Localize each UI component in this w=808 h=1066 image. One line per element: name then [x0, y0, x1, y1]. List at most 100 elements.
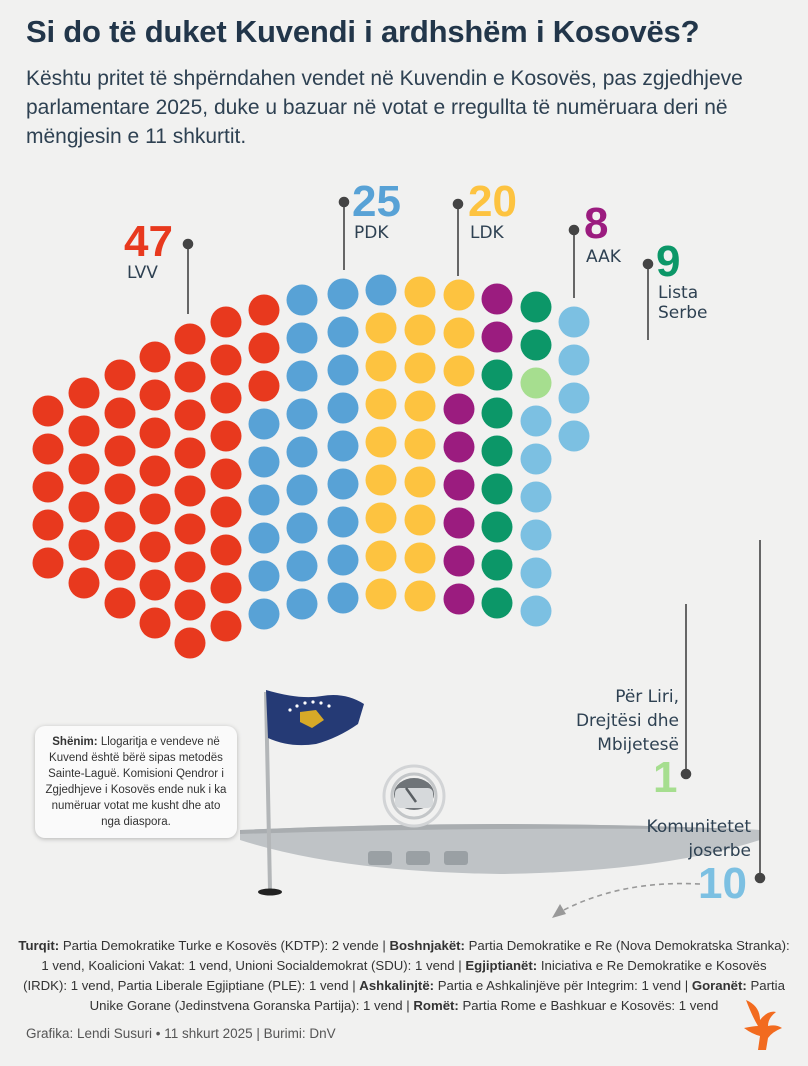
seat-ldk — [443, 317, 475, 349]
fn-ashkalinjte-label: Ashkalinjtë: — [359, 978, 435, 993]
label-lvv-seats: 47 — [124, 217, 173, 266]
seat-lvv — [68, 567, 100, 599]
seat-lvv — [210, 458, 242, 490]
seat-lvv — [210, 382, 242, 414]
seat-ldk — [365, 426, 397, 458]
fn-boshnjaket-text: Partia Demokratike e Re (Nova Demokratsk… — [41, 938, 790, 973]
seat-lvv — [139, 607, 171, 639]
arrow-head-icon — [552, 904, 566, 918]
seat-ldk — [404, 580, 436, 612]
seat-pdk — [248, 484, 280, 516]
seat-lvv — [210, 420, 242, 452]
seat-lvv — [174, 399, 206, 431]
fn-romet-label: Romët: — [413, 998, 459, 1013]
seat-lvv — [139, 569, 171, 601]
seat-lvv — [68, 491, 100, 523]
seat-pdk — [327, 544, 359, 576]
seat-komunitetet-joserbe — [520, 519, 552, 551]
seat-aak — [443, 469, 475, 501]
seat-lvv — [248, 332, 280, 364]
fn-ashkalinjte-text: Partia e Ashkalinjëve për Integrim: 1 ve… — [434, 978, 692, 993]
seat-ldk — [365, 350, 397, 382]
seat-lvv — [174, 361, 206, 393]
seat-aak — [481, 321, 513, 353]
seat-lvv — [139, 493, 171, 525]
seat-ldk — [404, 428, 436, 460]
seat-lvv — [210, 306, 242, 338]
fn-goranet-text: Partia Unike Gorane (Jedinstvena Goransk… — [89, 978, 785, 1013]
seat-pdk — [286, 550, 318, 582]
seat-ldk — [443, 279, 475, 311]
seat-ldk — [404, 314, 436, 346]
seat-pdk — [327, 582, 359, 614]
fn-turqit-label: Turqit: — [18, 938, 60, 953]
note-text: Llogaritja e vendeve në Kuvend është bër… — [45, 736, 227, 828]
seat-lvv — [139, 341, 171, 373]
note-bold: Shënim: — [52, 736, 98, 748]
seat-pdk — [248, 408, 280, 440]
fn-turqit-text: Partia Demokratike Turke e Kosovës (KDTP… — [59, 938, 390, 953]
seat-ldk — [365, 312, 397, 344]
seat-lvv — [248, 294, 280, 326]
seat-pdk — [286, 398, 318, 430]
seat-aak — [443, 393, 475, 425]
seat-lista-serbe — [481, 511, 513, 543]
seat-ldk — [404, 352, 436, 384]
label-ls-name-1: Lista — [658, 283, 698, 303]
method-note-box: Shënim: Llogaritja e vendeve në Kuvend ë… — [35, 726, 237, 838]
seat-lista-serbe — [481, 473, 513, 505]
seat-lvv — [174, 551, 206, 583]
seat-ldk — [365, 578, 397, 610]
seat-lvv — [139, 379, 171, 411]
seat-ldk — [365, 464, 397, 496]
seat-pdk — [248, 522, 280, 554]
label-aak-seats: 8 — [584, 199, 608, 248]
seat-lvv — [104, 549, 136, 581]
seat-pdk — [327, 392, 359, 424]
seat-lvv — [32, 395, 64, 427]
label-pdk-seats: 25 — [352, 177, 401, 226]
parliament-chart: 47 LVV 25 PDK 20 LDK 8 AAK 9 Lista Serbe… — [32, 177, 766, 918]
seat-pdk — [286, 322, 318, 354]
seat-lista-serbe — [481, 435, 513, 467]
seat-lvv — [104, 587, 136, 619]
seat-pdk — [327, 316, 359, 348]
seat-lvv — [174, 437, 206, 469]
seat-lvv — [139, 455, 171, 487]
label-kj-seats: 10 — [698, 859, 747, 908]
seat-lvv — [174, 627, 206, 659]
fn-romet-text: Partia Rome e Bashkuar e Kosovës: 1 vend — [458, 998, 719, 1013]
seat-lvv — [210, 610, 242, 642]
seat-komunitetet-joserbe — [520, 557, 552, 589]
label-pld-name-1: Për Liri, — [615, 687, 679, 707]
seat-pdk — [327, 468, 359, 500]
label-ls-seats: 9 — [656, 237, 680, 286]
seat-lvv — [210, 344, 242, 376]
seat-ldk — [365, 540, 397, 572]
label-aak-name: AAK — [586, 247, 622, 267]
seat-pdk — [327, 278, 359, 310]
dashed-arrow — [559, 882, 701, 913]
seat-lvv — [139, 531, 171, 563]
label-lvv-name: LVV — [127, 263, 158, 283]
seat-lvv — [139, 417, 171, 449]
seat-lvv — [104, 435, 136, 467]
seat-komunitetet-joserbe — [558, 382, 590, 414]
seat-pdk — [327, 506, 359, 538]
kosovo-flag — [258, 690, 364, 896]
seat-ldk — [404, 276, 436, 308]
seat-komunitetet-joserbe — [520, 405, 552, 437]
seat-lvv — [210, 496, 242, 528]
fn-egjiptianet-text: Iniciativa e Re Demokratike e Kosovës (I… — [23, 958, 767, 993]
seat-lvv — [32, 471, 64, 503]
label-pdk-name: PDK — [354, 223, 389, 243]
label-pld-seats: 1 — [653, 753, 677, 802]
seat-lvv — [104, 359, 136, 391]
label-ls-name-2: Serbe — [658, 303, 708, 323]
label-ldk-name: LDK — [470, 223, 505, 243]
label-pld-name-3: Mbijetesë — [597, 735, 679, 755]
seat-lvv — [174, 475, 206, 507]
seat-ldk — [365, 502, 397, 534]
seat-lista-serbe — [481, 359, 513, 391]
assembly-stage — [240, 824, 760, 874]
